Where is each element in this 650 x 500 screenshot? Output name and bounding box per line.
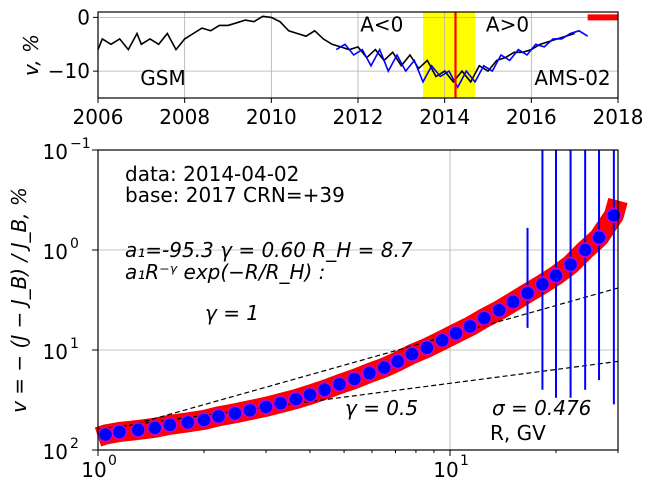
data-point [162,417,178,433]
tick-label-x: 2006 [73,105,124,129]
annotation: a₁R⁻ᵞ exp(−R/R_H) : [125,260,325,284]
top-x-ticks: 2006 2008 2010 2012 2014 2016 2018 [73,98,644,129]
data-point [288,391,304,407]
top-y-ticks: 0 −10 [48,5,98,83]
reference-line [97,287,619,436]
tick-label-x-exp: 0 [108,453,117,469]
tick-label-x-exp: 1 [460,453,469,469]
tick-label-x: 10 [81,458,106,482]
data-point [147,420,163,436]
data-point [476,310,492,326]
tick-label-x: 2008 [159,105,210,129]
tick-label-y-exp: 2 [70,436,79,452]
annotation: a₁=-95.3 γ = 0.60 R_H = 8.7 [125,238,413,262]
data-points [97,207,622,443]
top-markers [454,12,618,98]
tick-label-x: 2012 [333,105,384,129]
top-panel: 2006 2008 2010 2012 2014 2016 2018 0 −10 A<0 A>0… [19,5,643,129]
data-point [316,382,333,398]
reference-lines [97,287,619,436]
shaded-band [423,12,475,98]
annotation: base: 2017 CRN=+39 [125,183,345,207]
data-point [606,207,622,224]
data-point [376,359,392,376]
tick-label-y: 0 [77,5,90,29]
tick-label-x: 2010 [246,105,297,129]
base-period-bar [587,14,618,21]
data-point [548,267,564,284]
data-point [491,302,508,318]
tick-label-x: 2018 [593,105,644,129]
data-point [331,376,348,392]
annotation: γ = 0.5 [345,396,418,420]
bottom-ylabel: v = − (J − J_B) / J_B, % [7,187,31,413]
data-point [180,414,196,431]
data-point [227,405,243,422]
tick-label-x: 10 [433,458,458,482]
data-point [404,346,420,362]
top-series [97,15,589,89]
tick-label-y: 10 [43,340,68,364]
tick-label-x: 2014 [419,105,470,129]
data-point [389,353,406,370]
top-ylabel: v, % [19,34,43,76]
data-point [111,424,128,440]
data-point [346,371,363,387]
data-point [258,399,274,415]
top-annotations: A<0 A>0 GSM AMS-02 [140,12,610,90]
data-point [505,294,521,310]
annotation: data: 2014-04-02 [125,162,299,186]
tick-label-y: 10 [43,240,68,264]
data-point [361,365,378,381]
data-point [534,276,551,292]
data-point [419,340,435,356]
tick-label-y: 10 [43,440,68,464]
data-point [130,422,146,438]
annotation: γ = 1 [205,301,259,325]
data-point [97,426,114,443]
data-point [272,395,289,411]
annotation: GSM [140,66,185,90]
data-point [562,256,579,273]
data-point [448,325,464,342]
yellow-band [423,12,475,98]
bottom-xlabel: R, GV [490,421,546,445]
tick-label-x: 2016 [506,105,557,129]
data-point [196,412,212,428]
bottom-frame [97,149,619,451]
tick-label-y-exp: 0 [70,236,79,252]
error-bars [526,150,615,405]
data-point [242,402,258,418]
series-line [97,15,575,84]
annotation: σ = 0.476 [492,396,591,420]
tick-label-y: 10 [43,140,68,164]
data-point [210,408,227,425]
top-grid [98,12,618,98]
annotation: A<0 [360,12,403,36]
bottom-x-ticks: 10 0 10 1 [81,450,619,482]
data-point [577,242,593,258]
data-point [434,332,450,349]
tick-label-y-exp: 1 [70,336,79,352]
data-point [302,386,318,403]
data-point [462,318,478,335]
tick-label-y: −10 [48,59,90,83]
data-point [591,229,607,246]
series-line [335,29,589,89]
annotation: AMS-02 [534,66,610,90]
annotation: A>0 [486,12,529,36]
tick-label-y-exp: −1 [70,136,91,152]
data-point [519,285,536,301]
